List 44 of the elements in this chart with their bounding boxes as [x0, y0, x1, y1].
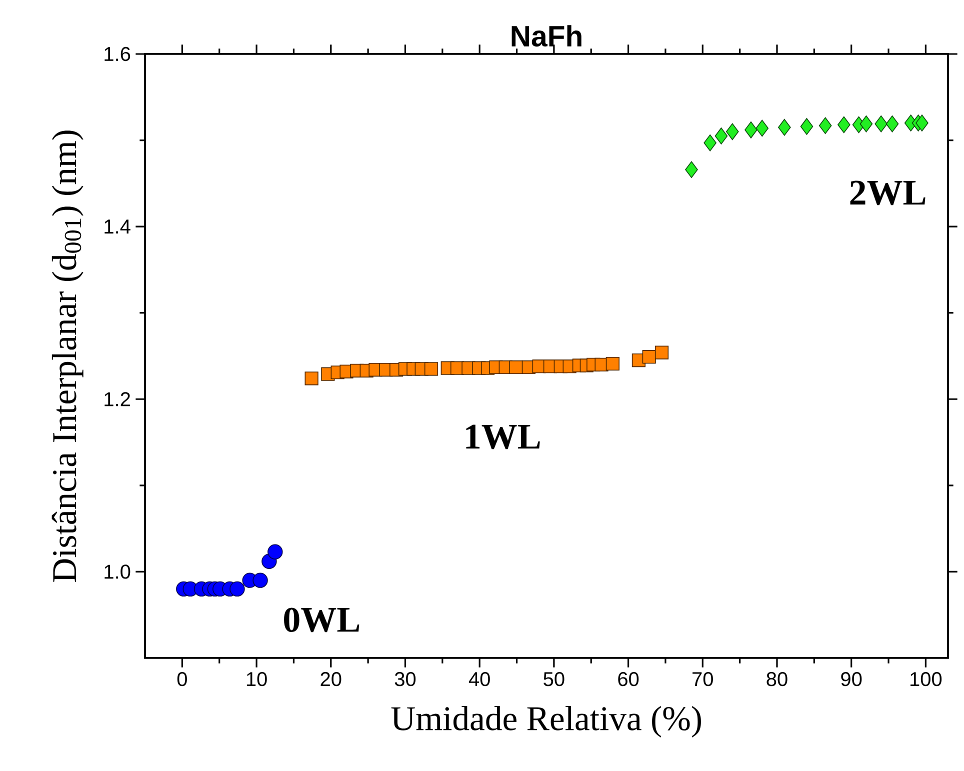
point	[714, 128, 728, 144]
point	[744, 122, 758, 138]
y-tick-label: 1.4	[104, 220, 130, 234]
point	[685, 161, 698, 178]
x-axis-title: Umidade Relativa (%)	[391, 706, 701, 738]
x-tick-label: 70	[692, 672, 713, 686]
x-tick-label: 100	[910, 672, 942, 686]
point	[800, 118, 814, 135]
point	[726, 123, 739, 140]
x-tick-label: 50	[544, 672, 564, 686]
annotation: 1WL	[466, 424, 540, 450]
point	[818, 117, 832, 134]
x-tick-label: 80	[766, 672, 788, 686]
x-tick-label: 60	[618, 672, 639, 686]
point	[252, 572, 268, 588]
point	[424, 362, 438, 376]
chart-title: NaFh	[512, 25, 582, 47]
y-tick-label: 1.6	[104, 46, 130, 62]
point	[509, 360, 523, 374]
point	[874, 115, 888, 132]
point	[886, 115, 899, 132]
x-tick-label: 40	[468, 672, 490, 686]
y-axis-title: Distância Interplanar (d$_{001}$) (nm)	[52, 130, 84, 582]
y-tick-label: 1.2	[104, 392, 130, 406]
point	[704, 134, 716, 152]
x-tick-label: 30	[394, 672, 416, 686]
point	[654, 346, 669, 360]
y-tick-label: 1.0	[104, 564, 130, 579]
x-tick-label: 10	[246, 672, 267, 686]
point	[606, 356, 620, 371]
x-tick-label: 20	[320, 672, 342, 686]
point	[304, 372, 318, 386]
point	[230, 581, 245, 597]
point	[642, 350, 656, 364]
annotation: 2WL	[850, 180, 926, 206]
point	[268, 544, 283, 560]
annotation: 0WL	[284, 608, 360, 632]
point	[860, 115, 873, 132]
point	[756, 120, 769, 137]
x-tick-label: 0	[177, 672, 187, 686]
point	[916, 114, 928, 132]
point	[838, 116, 850, 134]
x-tick-label: 90	[841, 672, 862, 686]
point	[778, 118, 791, 136]
